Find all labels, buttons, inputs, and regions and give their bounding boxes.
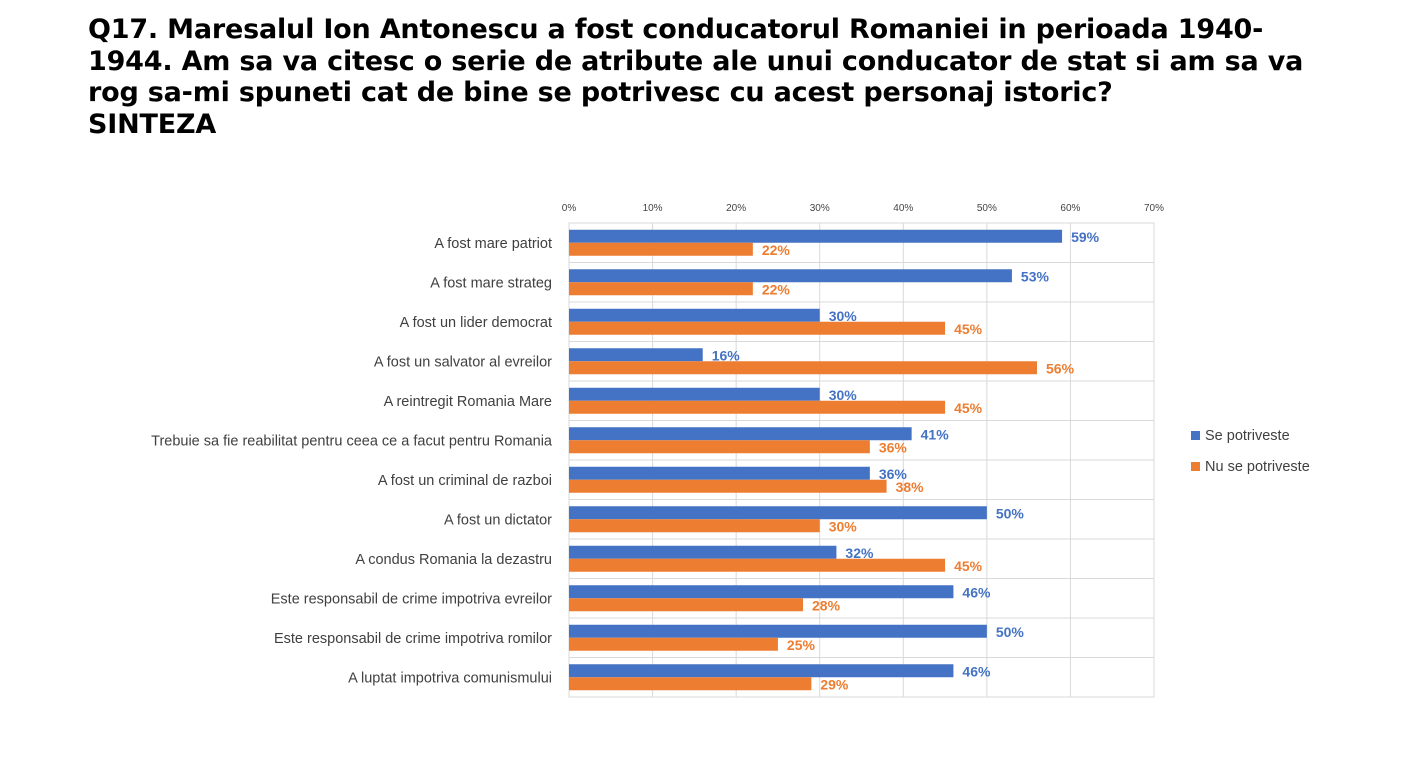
bar-se-potriveste — [569, 506, 987, 520]
data-label: 53% — [1021, 268, 1050, 284]
category-label: A condus Romania la dezastru — [355, 552, 552, 568]
bar-nu-se-potriveste — [569, 637, 778, 651]
legend-entry: Se potriveste — [1205, 428, 1290, 444]
data-label: 25% — [787, 637, 816, 653]
data-label: 28% — [812, 597, 841, 613]
category-label: A fost un lider democrat — [400, 315, 552, 331]
data-label: 30% — [829, 518, 858, 534]
bar-nu-se-potriveste — [569, 677, 812, 691]
data-label: 36% — [879, 439, 908, 455]
bar-se-potriveste — [569, 664, 954, 678]
bar-nu-se-potriveste — [569, 558, 946, 572]
data-label: 46% — [962, 663, 991, 679]
category-label: A fost un criminal de razboi — [378, 473, 552, 489]
category-label: A luptat impotriva comunismului — [348, 670, 552, 686]
data-label: 32% — [845, 545, 874, 561]
title-line-1: Q17. Maresalul Ion Antonescu a fost cond… — [88, 14, 1264, 45]
data-label: 46% — [962, 584, 991, 600]
data-label: 50% — [996, 505, 1025, 521]
bar-nu-se-potriveste — [569, 519, 820, 533]
bar-se-potriveste — [569, 348, 703, 362]
title-line-4: SINTEZA — [88, 108, 217, 140]
bar-se-potriveste — [569, 387, 820, 401]
bar-se-potriveste — [569, 466, 870, 480]
category-label: Este responsabil de crime impotriva evre… — [271, 591, 552, 607]
x-tick-label: 10% — [643, 203, 663, 214]
data-label: 16% — [712, 347, 741, 363]
data-label: 56% — [1046, 360, 1075, 376]
title-line-2: 1944. Am sa va citesc o serie de atribut… — [88, 45, 1304, 77]
data-label: 59% — [1071, 229, 1100, 245]
x-tick-label: 60% — [1060, 203, 1080, 214]
bar-nu-se-potriveste — [569, 282, 753, 296]
bar-se-potriveste — [569, 624, 987, 638]
data-label: 41% — [921, 426, 950, 442]
bar-se-potriveste — [569, 545, 837, 559]
bar-nu-se-potriveste — [569, 242, 753, 256]
x-tick-label: 50% — [977, 203, 997, 214]
x-tick-label: 0% — [562, 203, 577, 214]
category-label: Trebuie sa fie reabilitat pentru ceea ce… — [151, 433, 553, 449]
legend-swatch — [1191, 431, 1200, 440]
page-title: Q17. Maresalul Ion Antonescu a fost cond… — [88, 14, 1378, 140]
category-label: Este responsabil de crime impotriva romi… — [274, 631, 552, 647]
bar-se-potriveste — [569, 269, 1012, 283]
bar-nu-se-potriveste — [569, 440, 870, 454]
data-label: 45% — [954, 321, 983, 337]
bar-nu-se-potriveste — [569, 400, 946, 414]
data-label: 50% — [996, 624, 1025, 640]
data-label: 45% — [954, 400, 983, 416]
data-label: 22% — [762, 281, 791, 297]
bar-nu-se-potriveste — [569, 598, 803, 612]
category-label: A fost mare strateg — [430, 275, 552, 291]
category-label: A reintregit Romania Mare — [384, 394, 552, 410]
bar-se-potriveste — [569, 427, 912, 441]
data-label: 30% — [829, 308, 858, 324]
x-tick-label: 40% — [893, 203, 913, 214]
data-label: 30% — [829, 387, 858, 403]
x-tick-label: 30% — [810, 203, 830, 214]
data-label: 45% — [954, 558, 983, 574]
data-label: 29% — [820, 676, 849, 692]
legend-entry: Nu se potriveste — [1205, 459, 1310, 475]
bar-se-potriveste — [569, 585, 954, 599]
bar-se-potriveste — [569, 229, 1063, 243]
title-line-3: rog sa-mi spuneti cat de bine se potrive… — [88, 77, 1113, 108]
bar-se-potriveste — [569, 308, 820, 322]
legend-swatch — [1191, 462, 1200, 471]
bar-nu-se-potriveste — [569, 479, 887, 493]
x-tick-label: 70% — [1144, 203, 1164, 214]
bar-nu-se-potriveste — [569, 321, 946, 335]
bar-nu-se-potriveste — [569, 361, 1037, 375]
data-label: 36% — [879, 466, 908, 482]
category-label: A fost mare patriot — [434, 236, 552, 252]
category-label: A fost un dictator — [444, 512, 552, 528]
x-tick-label: 20% — [726, 203, 746, 214]
data-label: 22% — [762, 242, 791, 258]
data-label: 38% — [896, 479, 925, 495]
category-label: A fost un salvator al evreilor — [374, 354, 552, 370]
